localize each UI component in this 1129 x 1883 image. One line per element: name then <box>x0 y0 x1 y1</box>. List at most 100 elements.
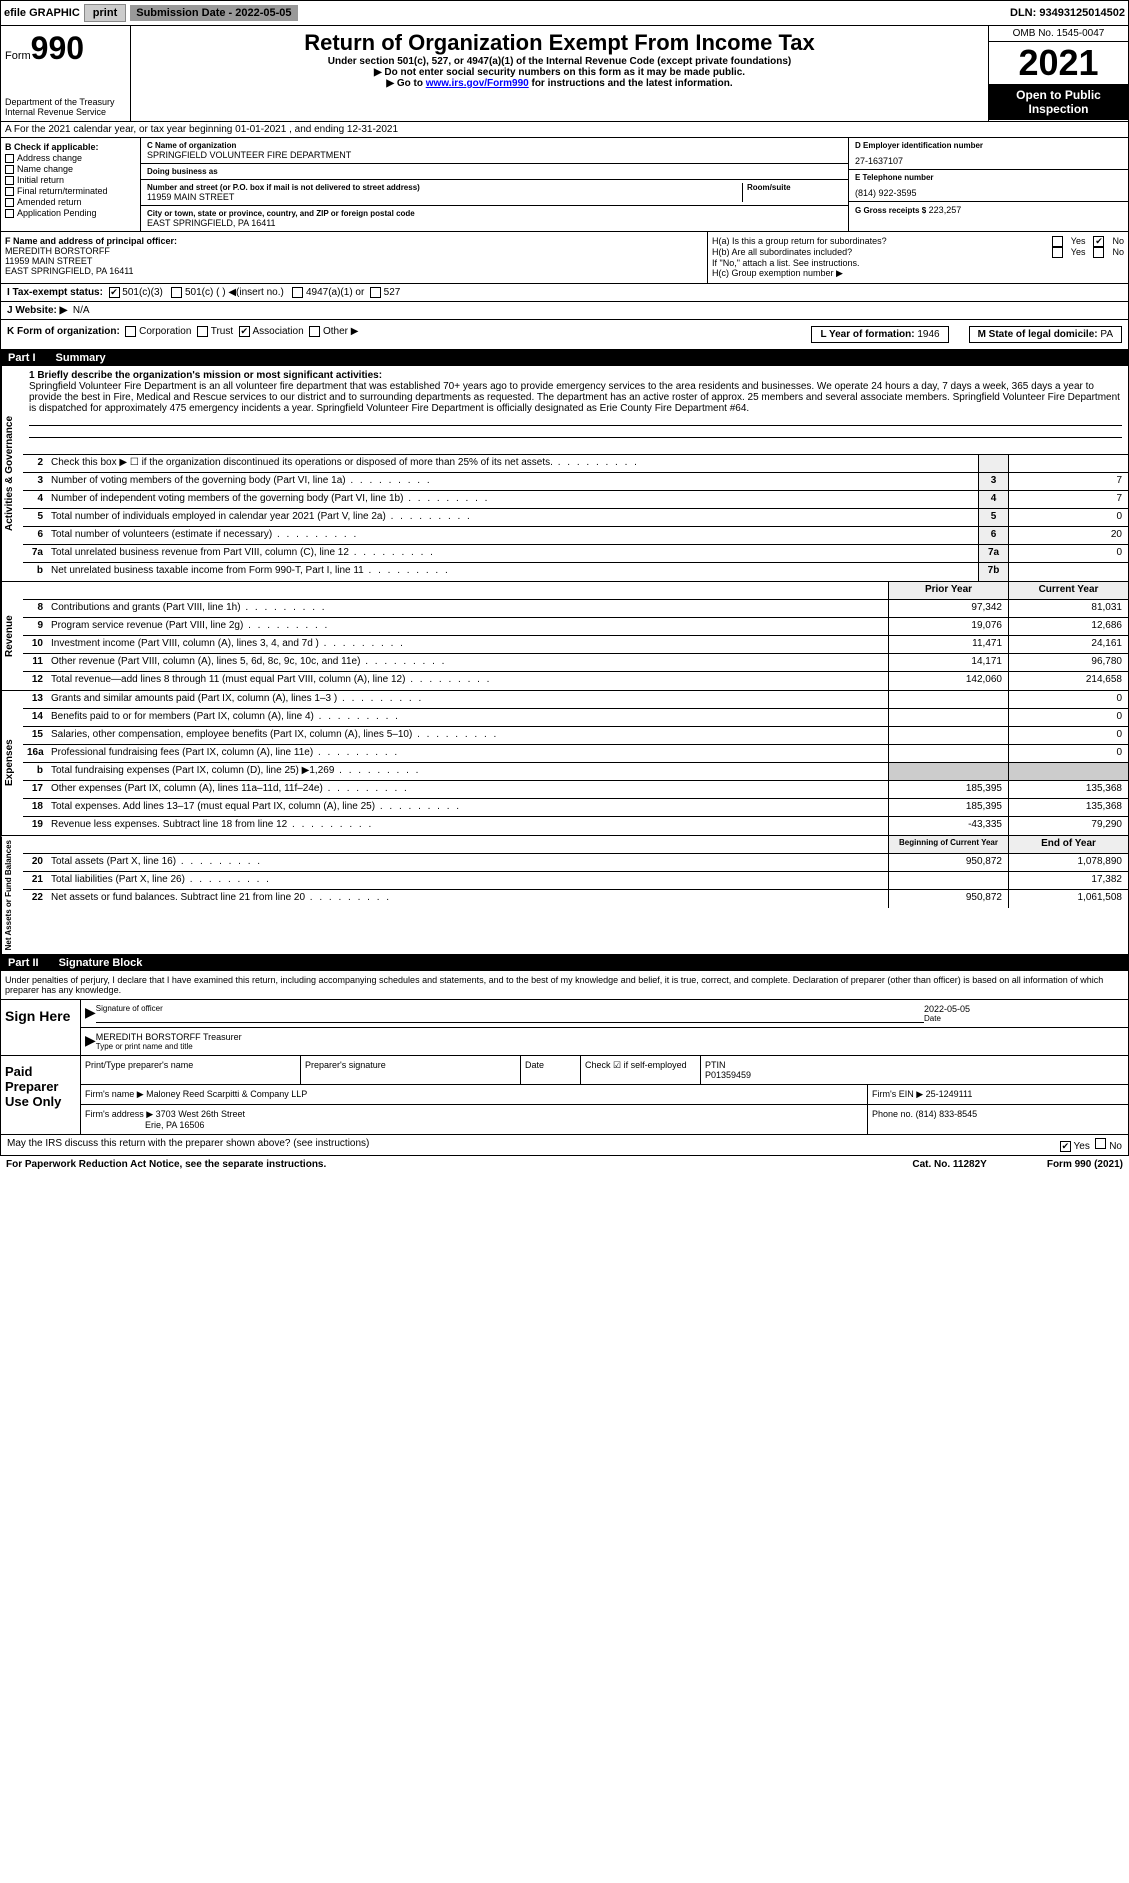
discuss-row: May the IRS discuss this return with the… <box>0 1135 1129 1156</box>
no-lbl: No <box>1112 236 1124 247</box>
hb-yes[interactable] <box>1052 247 1063 258</box>
goto-prefix: ▶ Go to <box>386 78 425 89</box>
line-row: 22Net assets or fund balances. Subtract … <box>23 890 1128 908</box>
opt-trust: Trust <box>211 326 233 343</box>
form-title: Return of Organization Exempt From Incom… <box>135 30 984 56</box>
ptin: P01359459 <box>705 1070 1124 1080</box>
line-row: 6Total number of volunteers (estimate if… <box>23 527 1128 545</box>
chk-amended[interactable] <box>5 198 14 207</box>
chk-corp[interactable] <box>125 326 136 337</box>
chk-4947[interactable] <box>292 287 303 298</box>
sign-here-label: Sign Here <box>1 1000 81 1055</box>
irs-label: Internal Revenue Service <box>5 107 126 117</box>
chk-address[interactable] <box>5 154 14 163</box>
line-row: 20Total assets (Part X, line 16)950,8721… <box>23 854 1128 872</box>
chk-initial[interactable] <box>5 176 14 185</box>
ein: 27-1637107 <box>855 156 1122 166</box>
beg-year-hdr: Beginning of Current Year <box>888 836 1008 853</box>
opt-assoc: Association <box>253 326 304 343</box>
goto-suffix: for instructions and the latest informat… <box>529 78 733 89</box>
line-row: 15Salaries, other compensation, employee… <box>23 727 1128 745</box>
lbl-name: Name change <box>17 164 73 174</box>
sig-name-label: Type or print name and title <box>96 1042 242 1051</box>
domicile-label: M State of legal domicile: <box>978 329 1098 340</box>
chk-527[interactable] <box>370 287 381 298</box>
side-gov: Activities & Governance <box>1 366 23 581</box>
opt-corp: Corporation <box>139 326 191 343</box>
opt-501c3: 501(c)(3) <box>122 287 163 298</box>
dept-label: Department of the Treasury <box>5 97 126 107</box>
line-row: 19Revenue less expenses. Subtract line 1… <box>23 817 1128 835</box>
ha-no[interactable]: ✔ <box>1093 236 1104 247</box>
yes-lbl: Yes <box>1071 236 1086 247</box>
side-na: Net Assets or Fund Balances <box>1 836 23 954</box>
chk-assoc[interactable]: ✔ <box>239 326 250 337</box>
city: EAST SPRINGFIELD, PA 16411 <box>147 218 842 228</box>
lbl-address: Address change <box>17 153 82 163</box>
city-label: City or town, state or province, country… <box>147 209 842 218</box>
discuss-label: May the IRS discuss this return with the… <box>7 1138 369 1152</box>
submission-date: Submission Date - 2022-05-05 <box>130 5 297 21</box>
chk-final[interactable] <box>5 187 14 196</box>
pra-notice: For Paperwork Reduction Act Notice, see … <box>6 1159 326 1170</box>
mission-text: Springfield Volunteer Fire Department is… <box>29 381 1122 414</box>
discuss-no[interactable] <box>1095 1138 1106 1149</box>
addr: 11959 MAIN STREET <box>147 192 742 202</box>
prior-year-hdr: Prior Year <box>888 582 1008 599</box>
line-row: 18Total expenses. Add lines 13–17 (must … <box>23 799 1128 817</box>
chk-501c[interactable] <box>171 287 182 298</box>
gross-label: G Gross receipts $ <box>855 206 926 215</box>
line-row: 11Other revenue (Part VIII, column (A), … <box>23 654 1128 672</box>
line-row: 10Investment income (Part VIII, column (… <box>23 636 1128 654</box>
discuss-yes[interactable]: ✔ <box>1060 1141 1071 1152</box>
tax-year: 2021 <box>989 42 1128 84</box>
header-right: OMB No. 1545-0047 2021 Open to Public In… <box>988 26 1128 121</box>
firm-addr-label: Firm's address ▶ <box>85 1109 153 1119</box>
side-exp: Expenses <box>1 691 23 835</box>
irs-link[interactable]: www.irs.gov/Form990 <box>426 78 529 89</box>
row-fh: F Name and address of principal officer:… <box>0 232 1129 284</box>
chk-name[interactable] <box>5 165 14 174</box>
chk-trust[interactable] <box>197 326 208 337</box>
hb-label: H(b) Are all subordinates included? <box>712 247 852 258</box>
room-label: Room/suite <box>747 183 842 192</box>
chk-app[interactable] <box>5 209 14 218</box>
col-b-header: B Check if applicable: <box>5 142 136 152</box>
print-button[interactable]: print <box>84 4 126 22</box>
yes-lbl2: Yes <box>1071 247 1086 258</box>
gross: 223,257 <box>929 205 962 215</box>
efile-label: efile GRAPHIC <box>4 7 80 19</box>
line-row: 2Check this box ▶ ☐ if the organization … <box>23 455 1128 473</box>
hb-no[interactable] <box>1093 247 1104 258</box>
org-name: SPRINGFIELD VOLUNTEER FIRE DEPARTMENT <box>147 150 842 160</box>
ha-yes[interactable] <box>1052 236 1063 247</box>
officer-addr2: EAST SPRINGFIELD, PA 16411 <box>5 266 703 276</box>
part1-num: Part I <box>8 352 36 364</box>
line-row: 12Total revenue—add lines 8 through 11 (… <box>23 672 1128 690</box>
governance-section: Activities & Governance 1 Briefly descri… <box>0 366 1129 582</box>
subtitle-1: Under section 501(c), 527, or 4947(a)(1)… <box>135 56 984 67</box>
preparer-title: Paid Preparer Use Only <box>1 1056 81 1134</box>
opt-527: 527 <box>384 287 401 298</box>
form-label: Form <box>5 50 31 62</box>
firm-addr1: 3703 West 26th Street <box>156 1109 245 1119</box>
chk-other[interactable] <box>309 326 320 337</box>
footer: For Paperwork Reduction Act Notice, see … <box>0 1156 1129 1173</box>
line-row: 4Number of independent voting members of… <box>23 491 1128 509</box>
opt-501c: 501(c) ( ) ◀(insert no.) <box>185 287 284 298</box>
preparer-row: Paid Preparer Use Only Print/Type prepar… <box>0 1056 1129 1135</box>
chk-501c3[interactable]: ✔ <box>109 287 120 298</box>
discuss-yes-lbl: Yes <box>1074 1141 1090 1152</box>
firm-phone-label: Phone no. <box>872 1109 913 1119</box>
header-left: Form990 Department of the Treasury Inter… <box>1 26 131 121</box>
hc-label: H(c) Group exemption number ▶ <box>712 268 1124 279</box>
firm-phone: (814) 833-8545 <box>916 1109 978 1119</box>
col-b: B Check if applicable: Address change Na… <box>1 138 141 231</box>
open-public: Open to Public Inspection <box>989 84 1128 120</box>
header-mid: Return of Organization Exempt From Incom… <box>131 26 988 121</box>
firm-addr2: Erie, PA 16506 <box>145 1120 204 1130</box>
form-ref: Form 990 (2021) <box>1047 1159 1123 1170</box>
no-lbl2: No <box>1112 247 1124 258</box>
form-org-label: K Form of organization: <box>7 326 120 343</box>
officer-label: F Name and address of principal officer: <box>5 236 703 246</box>
